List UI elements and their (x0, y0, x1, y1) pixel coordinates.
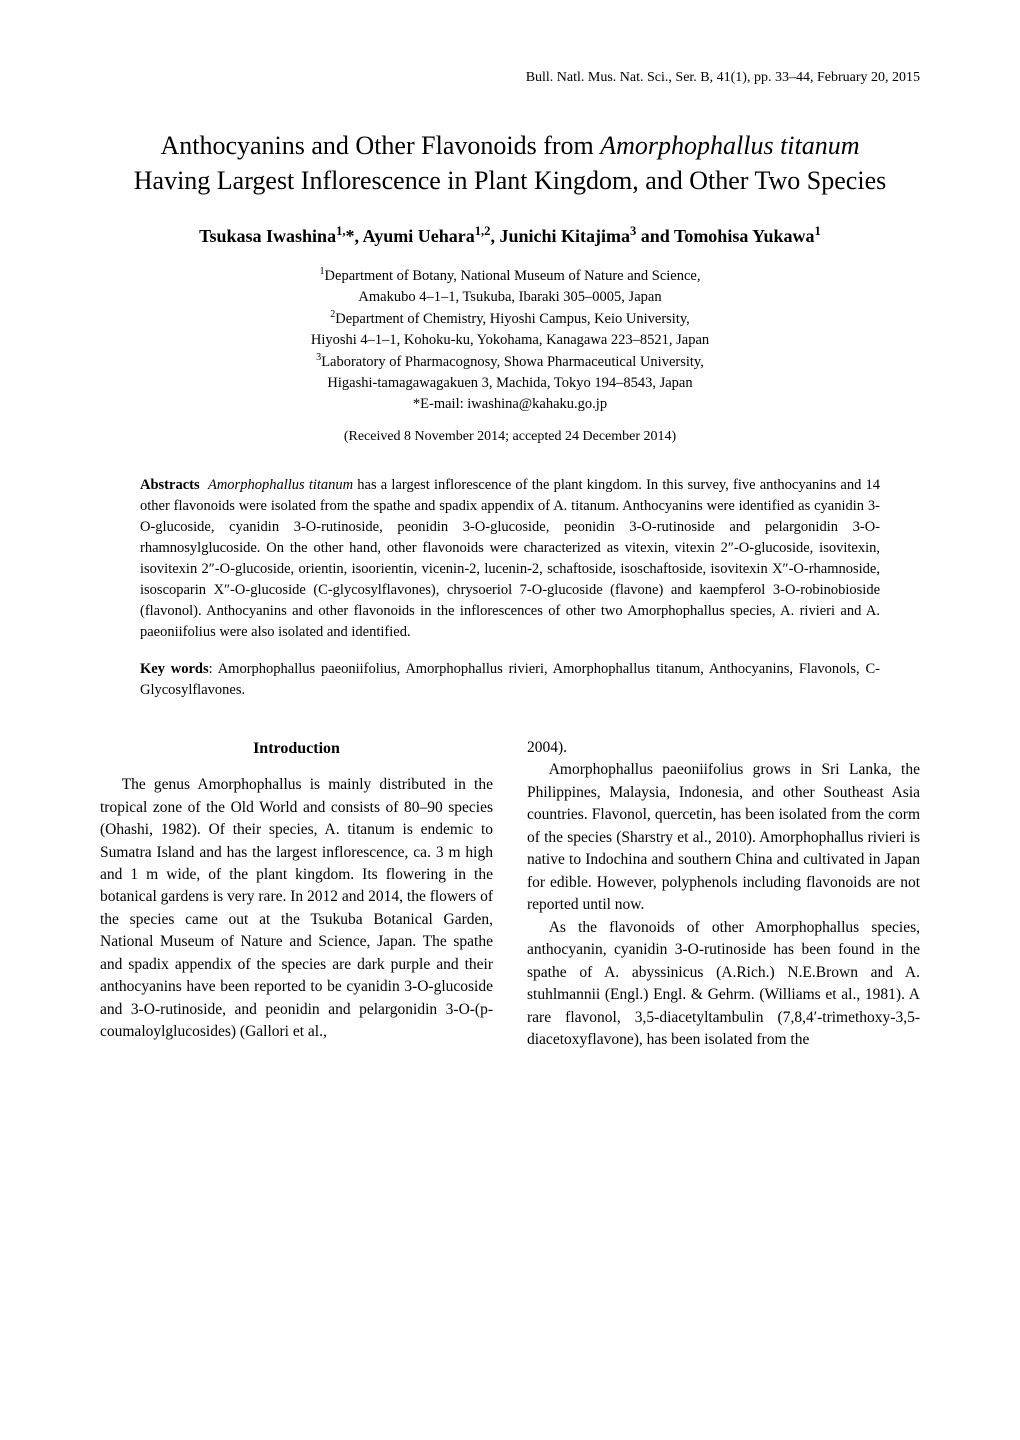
affil-3b: Higashi-tamagawagakuen 3, Machida, Tokyo… (327, 375, 692, 391)
intro-para-2: Amorphophallus paeoniifolius grows in Sr… (527, 759, 920, 916)
authors-line: Tsukasa Iwashina1,*, Ayumi Uehara1,2, Ju… (100, 224, 920, 247)
title-line-2: Having Largest Inflorescence in Plant Ki… (134, 166, 886, 195)
affil-3a: Laboratory of Pharmacognosy, Showa Pharm… (321, 354, 704, 370)
abstract-lead: Amorphophallus titanum (208, 477, 353, 493)
affiliations: 1Department of Botany, National Museum o… (100, 265, 920, 415)
running-head: Bull. Natl. Mus. Nat. Sci., Ser. B, 41(1… (100, 70, 920, 86)
keywords-text: : Amorphophallus paeoniifolius, Amorphop… (140, 661, 880, 698)
keywords: Key words: Amorphophallus paeoniifolius,… (140, 659, 880, 701)
affil-2b: Hiyoshi 4–1–1, Kohoku-ku, Yokohama, Kana… (311, 332, 709, 348)
intro-para-1: The genus Amorphophallus is mainly distr… (100, 774, 493, 1044)
affil-1a: Department of Botany, National Museum of… (325, 268, 701, 284)
received-line: (Received 8 November 2014; accepted 24 D… (100, 429, 920, 445)
keywords-label: Key words (140, 661, 209, 677)
abstract-label: Abstracts (140, 477, 200, 493)
intro-para-3: As the flavonoids of other Amorphophallu… (527, 917, 920, 1052)
affil-2a: Department of Chemistry, Hiyoshi Campus,… (335, 311, 690, 327)
abstract: Abstracts Amorphophallus titanum has a l… (140, 475, 880, 643)
two-column-body: Introduction The genus Amorphophallus is… (100, 737, 920, 1052)
email-line: *E-mail: iwashina@kahaku.go.jp (413, 396, 607, 412)
article-title: Anthocyanins and Other Flavonoids from A… (100, 128, 920, 198)
page-root: Bull. Natl. Mus. Nat. Sci., Ser. B, 41(1… (0, 0, 1020, 1112)
title-line-1: Anthocyanins and Other Flavonoids from (160, 131, 600, 160)
title-em-1: Amorphophallus titanum (600, 131, 859, 160)
intro-para-1-cont: 2004). (527, 737, 920, 759)
affil-1b: Amakubo 4–1–1, Tsukuba, Ibaraki 305–0005… (358, 289, 661, 305)
section-heading-introduction: Introduction (100, 737, 493, 760)
column-left: Introduction The genus Amorphophallus is… (100, 737, 493, 1052)
abstract-body: has a largest inflorescence of the plant… (140, 477, 880, 640)
column-right: 2004). Amorphophallus paeoniifolius grow… (527, 737, 920, 1052)
